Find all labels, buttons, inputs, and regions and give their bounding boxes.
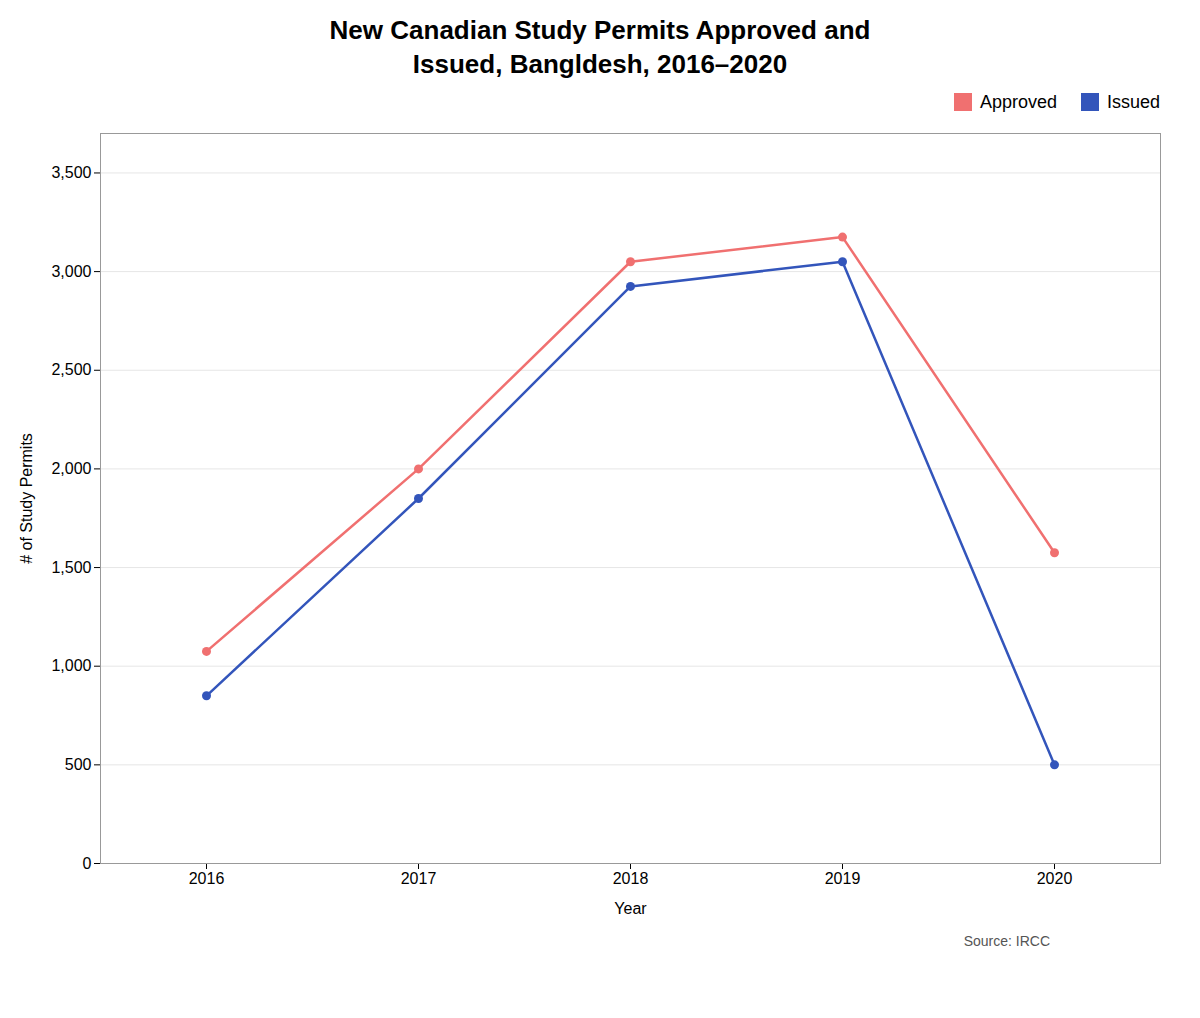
svg-text:2,500: 2,500 — [51, 361, 91, 378]
svg-text:1,500: 1,500 — [51, 558, 91, 575]
svg-text:0: 0 — [83, 854, 92, 871]
svg-text:2016: 2016 — [189, 869, 225, 886]
svg-text:3,000: 3,000 — [51, 262, 91, 279]
html-text:Source: IRCC: Source: IRCC — [963, 932, 1050, 949]
svg-text:2020: 2020 — [1037, 869, 1073, 886]
svg-text:Year: Year — [614, 899, 647, 916]
svg-text:3,500: 3,500 — [51, 164, 91, 181]
svg-text:1,000: 1,000 — [51, 657, 91, 674]
svg-text:# of Study Permits: # of Study Permits — [18, 433, 35, 564]
html-text:New Canadian Study Permits App: New Canadian Study Permits Approved and … — [329, 15, 871, 79]
svg-text:2017: 2017 — [401, 869, 437, 886]
html-text:Approved: Approved — [979, 91, 1057, 112]
svg-text:2018: 2018 — [613, 869, 649, 886]
html-text:Issued: Issued — [1107, 91, 1160, 112]
svg-text:2019: 2019 — [825, 869, 861, 886]
svg-text:2,000: 2,000 — [51, 460, 91, 477]
svg-text:500: 500 — [65, 756, 92, 773]
